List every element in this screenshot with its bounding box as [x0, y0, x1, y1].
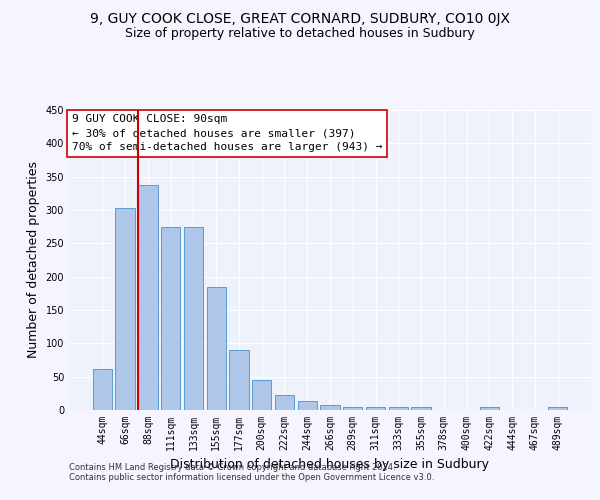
X-axis label: Distribution of detached houses by size in Sudbury: Distribution of detached houses by size …	[170, 458, 490, 471]
Y-axis label: Number of detached properties: Number of detached properties	[27, 162, 40, 358]
Bar	[138, 184, 158, 410]
Text: Contains HM Land Registry data © Crown copyright and database right 2024.: Contains HM Land Registry data © Crown c…	[69, 462, 395, 471]
Bar	[93, 368, 112, 410]
Text: 9 GUY COOK CLOSE: 90sqm
← 30% of detached houses are smaller (397)
70% of semi-d: 9 GUY COOK CLOSE: 90sqm ← 30% of detache…	[71, 114, 382, 152]
Bar	[343, 406, 362, 410]
Bar	[548, 408, 567, 410]
Bar	[389, 406, 408, 410]
Bar	[412, 408, 431, 410]
Text: 9, GUY COOK CLOSE, GREAT CORNARD, SUDBURY, CO10 0JX: 9, GUY COOK CLOSE, GREAT CORNARD, SUDBUR…	[90, 12, 510, 26]
Bar	[252, 380, 271, 410]
Bar	[206, 286, 226, 410]
Bar	[115, 208, 135, 410]
Bar	[184, 226, 203, 410]
Bar	[366, 406, 385, 410]
Bar	[479, 408, 499, 410]
Bar	[320, 406, 340, 410]
Bar	[229, 350, 248, 410]
Text: Size of property relative to detached houses in Sudbury: Size of property relative to detached ho…	[125, 28, 475, 40]
Bar	[275, 396, 294, 410]
Bar	[298, 402, 317, 410]
Bar	[161, 226, 181, 410]
Text: Contains public sector information licensed under the Open Government Licence v3: Contains public sector information licen…	[69, 472, 434, 482]
